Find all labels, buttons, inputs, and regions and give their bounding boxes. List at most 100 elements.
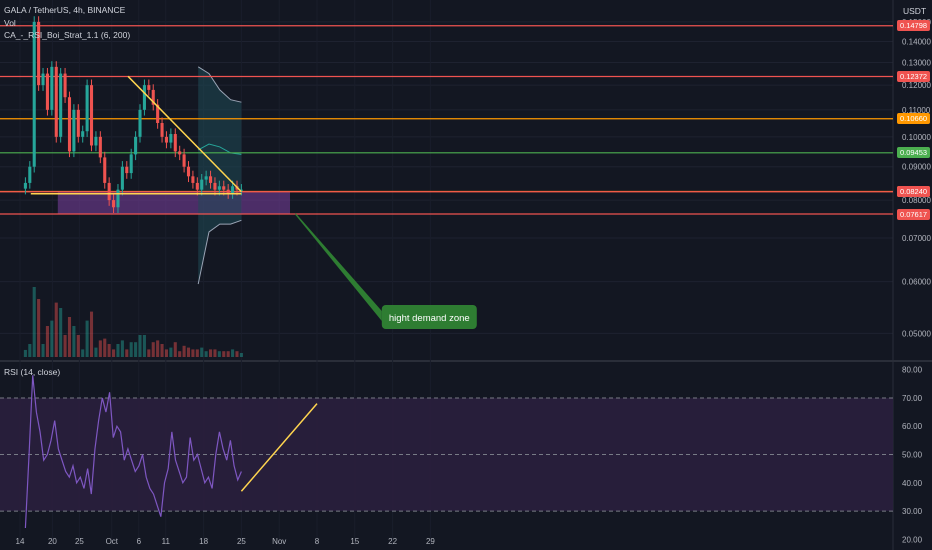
volume-bar [142,335,146,357]
candle-body [125,166,129,174]
volume-bar [191,349,195,357]
candle-body [32,21,36,167]
time-tick-label: 20 [48,537,57,546]
volume-bar [217,351,221,357]
annotation-box [381,305,477,329]
volume-bars [23,287,243,357]
price-level-tag: 0.07617 [897,208,930,220]
symbol-title: GALA / TetherUS, 4h, BINANCE [4,5,126,15]
volume-bar [195,349,199,357]
time-tick-label: 14 [16,537,25,546]
volume-bar [67,317,72,357]
rsi-tick-label: 50.00 [902,451,923,460]
volume-bar [94,347,98,357]
volume-bar [37,299,41,357]
projection-band-layer [197,66,242,285]
candle-body [186,166,191,177]
volume-bar [107,344,111,357]
time-tick-label: 8 [315,537,320,546]
price-tick-label: 0.05000 [902,329,931,338]
candle-body [23,182,27,189]
volume-bar [120,340,124,357]
volume-bar [182,345,186,357]
volume-bar [28,344,32,357]
volume-bar [98,340,102,357]
volume-bar [85,320,89,357]
rsi-tick-label: 80.00 [902,366,923,375]
price-tick-label: 0.12000 [902,81,931,90]
volume-bar [63,335,67,357]
candle-body [169,134,173,143]
descending-trendline [127,75,242,193]
candle-body [112,200,116,208]
volume-bar [81,349,85,357]
volume-bar [186,347,191,357]
price-tick-label: 0.11000 [902,106,931,115]
candle-body [54,66,58,137]
candle-body [67,97,72,152]
volume-bar [138,335,142,357]
currency-label: USDT [903,6,927,16]
volume-bar [134,342,138,357]
candle-body [76,109,80,137]
candle-body [50,66,54,110]
volume-bar [116,344,120,357]
band-upper-line [197,66,242,103]
volume-bar [178,351,182,357]
price-tick-label: 0.07000 [902,234,931,243]
rsi-tick-label: 30.00 [902,507,923,516]
rsi-tick-label: 20.00 [902,535,923,544]
band-lower-line [197,219,242,285]
volume-bar [54,302,58,357]
volume-bar [222,351,226,357]
demand-zone [57,191,290,215]
volume-bar [32,287,36,357]
rsi-tick-label: 70.00 [902,394,923,403]
volume-bar [239,353,243,357]
trendlines [30,75,242,195]
candle-body [116,189,120,208]
volume-bar [89,311,94,357]
price-tick-label: 0.10000 [902,133,931,142]
price-levels [0,25,893,215]
annotation-layer: hight demand zone [295,212,477,329]
candle-body [160,123,164,137]
volume-bar [226,351,230,357]
candle-body [138,109,142,137]
time-tick-label: 22 [388,537,397,546]
volume-bar [235,351,239,357]
volume-bar [125,349,129,357]
volume-bar [173,342,177,357]
candle-body [129,154,133,174]
candle-body [89,85,94,146]
rsi-pane [0,375,893,529]
price-tick-label: 0.06000 [902,278,931,287]
volume-bar [103,338,107,357]
time-tick-label: 18 [199,537,208,546]
time-tick-label: 29 [426,537,435,546]
volume-bar [209,349,213,357]
price-tick-label: 0.14000 [902,37,931,46]
volume-bar [72,326,76,357]
volume-bar [151,342,155,357]
candle-body [164,136,169,143]
projection-band [198,66,242,285]
price-level-tag: 0.14798 [897,20,930,32]
candle-body [28,166,32,183]
candle-body [98,136,102,158]
time-tick-label: Nov [272,537,286,546]
rsi-pane-label: RSI (14, close) [4,367,61,377]
candle-body [45,73,49,110]
rsi-line [24,375,242,529]
volume-bar [160,344,164,357]
volume-bar [50,320,54,357]
candle-body [204,176,208,180]
volume-bar [200,347,204,357]
price-level-tag: 0.08240 [897,186,930,198]
annotation-arrow [295,212,382,321]
candle-body [37,21,41,86]
candle-body [94,136,98,146]
volume-bar [213,349,217,357]
time-tick-label: 25 [237,537,246,546]
